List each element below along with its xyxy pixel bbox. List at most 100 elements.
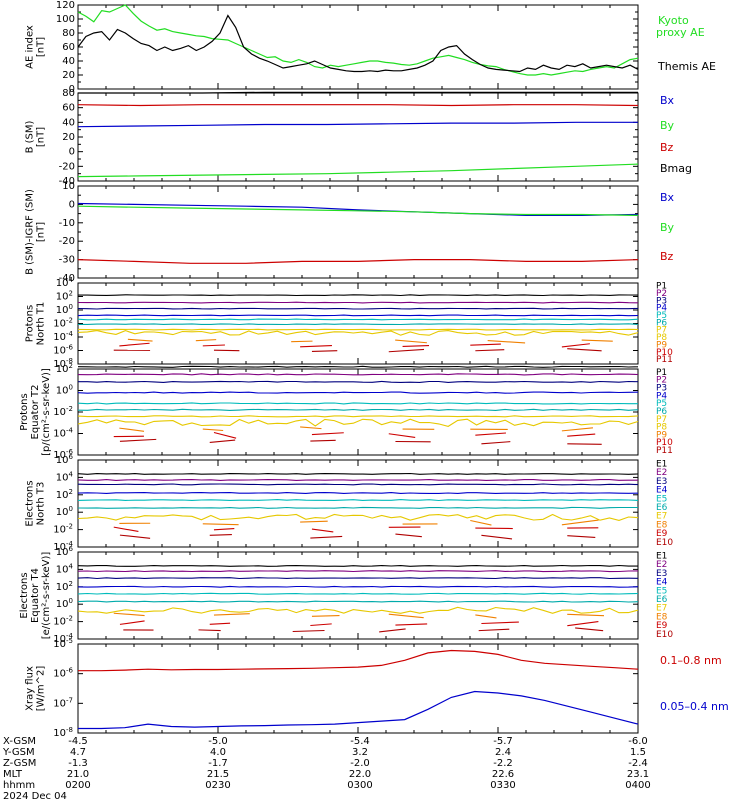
row-label-x-gsm: X-GSM [3, 736, 36, 747]
channel-segment-p9 [561, 427, 594, 432]
channel-segment-e10 [310, 535, 343, 539]
y-tick-label: 106 [56, 453, 74, 466]
legend-e7: E7 [656, 604, 667, 614]
legend-bmag: Bmag [660, 162, 692, 175]
panel-1: 0 20 40 60 80 100 120 AE index [nT] [25, 0, 639, 95]
y-axis-label: North T1 [36, 302, 47, 346]
legend-p3: P3 [656, 384, 667, 394]
channel-segment-p10 [388, 433, 416, 439]
channel-segment-e10 [478, 628, 510, 632]
legend-p8: P8 [656, 423, 667, 433]
legend-p1: P1 [656, 368, 667, 378]
panel-frame [77, 4, 639, 90]
legend-proxy-ae: proxy AE [656, 26, 705, 39]
channel-segment-p9 [195, 339, 217, 342]
y-tick-label: 10-2 [53, 615, 73, 628]
y-gsm-value: 4.7 [70, 747, 86, 758]
y-axis-label: Protons [19, 393, 30, 430]
channel-segment-e8 [202, 523, 239, 526]
mlt-value: 22.0 [349, 769, 371, 780]
legend-e1: E1 [656, 460, 667, 470]
channel-line-p8 [77, 330, 639, 336]
row-label-mlt: MLT [3, 769, 23, 780]
channel-line-p5 [77, 402, 638, 405]
panel-frame [77, 459, 639, 548]
panel-2: -40 -20 0 20 40 60 80 B (SM) [nT] [25, 88, 639, 187]
channel-line-e4 [77, 585, 639, 588]
y-tick-label: 10-4 [53, 330, 73, 343]
channel-line-e1 [77, 472, 639, 475]
channel-line-p4 [77, 314, 639, 317]
channel-segment-e10 [379, 628, 406, 633]
hhmm-value: 0330 [490, 780, 515, 791]
series-line-by [77, 205, 639, 216]
channel-segment-p10 [475, 432, 506, 436]
legend-bx: Bx [660, 191, 675, 204]
channel-line-e5 [77, 499, 639, 502]
channel-segment-p9 [395, 339, 427, 344]
channel-line-p6 [78, 323, 639, 326]
channel-segment-e9 [209, 622, 231, 625]
channel-segment-p10 [119, 342, 150, 347]
legend-e8: E8 [656, 612, 668, 622]
x-gsm-value: -6.0 [628, 736, 648, 747]
y-tick-label: 100 [56, 597, 73, 610]
channel-segment-e10 [119, 534, 151, 539]
channel-segment-p10 [470, 343, 501, 346]
y-tick-label: 40 [62, 56, 75, 67]
y-axis-label: Equator T4 [30, 568, 41, 623]
y-tick-label: 10-5 [53, 637, 73, 650]
legend-bz: Bz [660, 250, 674, 263]
row-label-hhmm: hhmm [3, 780, 35, 791]
legend-bx: Bx [660, 94, 675, 107]
channel-line-e4 [77, 492, 639, 494]
legend-e5: E5 [656, 586, 667, 596]
ephemeris-table: X-GSM Y-GSM Z-GSM MLT hhmm 2024 Dec 04 -… [2, 736, 651, 800]
y-tick-label: 10 [62, 181, 75, 192]
legend-p7: P7 [656, 415, 667, 425]
channel-segment-e10 [292, 629, 325, 633]
channel-segment-p11 [311, 350, 338, 352]
legend-e6: E6 [656, 503, 668, 513]
channel-line-e2 [77, 570, 639, 573]
y-tick-label: 20 [62, 132, 75, 143]
legend-e4: E4 [656, 486, 668, 496]
y-tick-label: 104 [56, 562, 74, 575]
channel-segment-p9 [300, 426, 322, 430]
panel-8: 10-8 10-7 10-6 10-5 Xray flux [W/m^2] [25, 637, 639, 739]
channel-segment-e10 [209, 533, 232, 536]
legend-p10: P10 [656, 438, 673, 448]
y-tick-label: 10-8 [53, 357, 73, 370]
y-tick-label: 102 [56, 290, 73, 303]
x-gsm-value: -4.5 [68, 736, 88, 747]
legend-p7: P7 [656, 326, 667, 336]
legend-kyoto: Kyoto [658, 14, 689, 27]
channel-line-p2 [77, 301, 639, 304]
z-gsm-value: -2.4 [628, 758, 648, 769]
y-axis-label: [nT] [36, 222, 47, 242]
channel-line-p3 [78, 380, 639, 383]
legend-xray-long: 0.1–0.8 nm [660, 654, 722, 667]
channel-segment-e8 [213, 613, 250, 616]
y-axis-label: [p/(cm²-s-sr-keV)] [41, 368, 52, 456]
channel-segment-e9 [395, 623, 428, 626]
legend-e6: E6 [656, 595, 668, 605]
channel-line-p7 [77, 415, 639, 418]
channel-line-e3 [77, 577, 639, 580]
hhmm-value: 0400 [625, 780, 650, 791]
y-axis-label: Electrons [19, 572, 30, 618]
y-tick-label: 40 [62, 117, 75, 128]
y-axis-label: [e/(cm²-s-sr-keV)] [41, 552, 52, 640]
channel-line-e5 [77, 592, 639, 595]
y-tick-label: 100 [56, 505, 73, 518]
mlt-value: 21.0 [67, 769, 89, 780]
channel-line-e1 [77, 564, 638, 567]
legend-p11: P11 [656, 355, 673, 365]
y-tick-label: 10-4 [53, 427, 73, 440]
y-tick-label: 60 [62, 42, 75, 53]
y-axis-label: Equator T2 [30, 385, 41, 440]
y-tick-label: 104 [56, 276, 74, 289]
channel-line-p6 [77, 408, 639, 411]
